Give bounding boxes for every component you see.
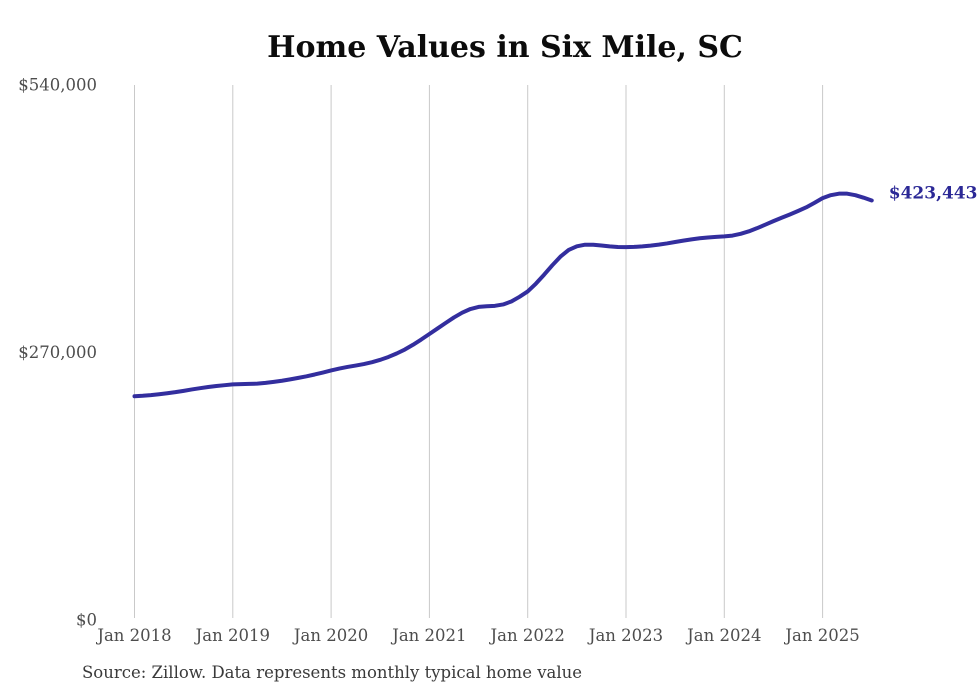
x-tick-label: Jan 2019 — [194, 626, 270, 645]
y-tick-label: $540,000 — [18, 76, 97, 95]
value-line — [132, 191, 874, 399]
x-tick-label: Jan 2020 — [292, 626, 368, 645]
x-tick-label: Jan 2024 — [685, 626, 761, 645]
x-tick-label: Jan 2021 — [390, 626, 466, 645]
x-tick-label: Jan 2018 — [95, 626, 171, 645]
x-tick-label: Jan 2025 — [783, 626, 859, 645]
source-note: Source: Zillow. Data represents monthly … — [82, 663, 583, 682]
y-tick-label: $270,000 — [18, 343, 97, 362]
x-tick-label: Jan 2023 — [587, 626, 663, 645]
x-tick-label: Jan 2022 — [489, 626, 565, 645]
chart-canvas: Jan 2018 Jan 2019 Jan 2020 Jan 2021 Jan 2022… — [18, 76, 978, 646]
y-tick-label: $0 — [76, 611, 97, 630]
latest-value-label: $423,443 — [889, 183, 978, 203]
chart-title: Home Values in Six Mile, SC — [267, 30, 743, 65]
